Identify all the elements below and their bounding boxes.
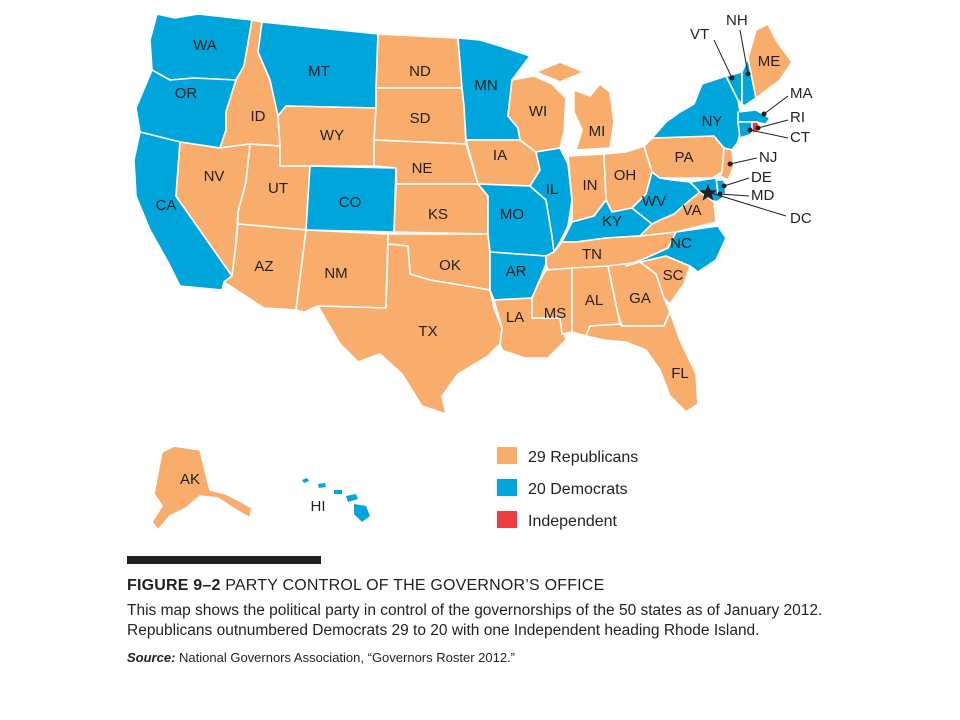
label-mo: MO <box>500 206 524 223</box>
label-tn: TN <box>582 246 602 263</box>
state-hi <box>302 478 370 522</box>
label-ms: MS <box>544 305 567 322</box>
state-nh <box>741 57 757 107</box>
label-ca: CA <box>156 197 177 214</box>
label-sc: SC <box>663 267 684 284</box>
legend-swatch-republican <box>497 447 517 464</box>
label-ak: AK <box>180 471 200 488</box>
label-nj: NJ <box>759 149 777 166</box>
label-oh: OH <box>614 167 637 184</box>
label-ny: NY <box>702 113 723 130</box>
us-governors-map: WA OR CA ID NV UT AZ MT WY CO NM ND SD N… <box>133 12 813 531</box>
label-id: ID <box>251 108 266 125</box>
label-ga: GA <box>629 290 651 307</box>
label-il: IL <box>546 181 559 198</box>
legend-label-republican: 29 Republicans <box>528 449 638 466</box>
label-ne: NE <box>412 160 433 177</box>
label-nh: NH <box>726 12 748 29</box>
label-nd: ND <box>409 63 431 80</box>
label-wa: WA <box>193 37 217 54</box>
label-wy: WY <box>320 127 344 144</box>
label-nm: NM <box>324 265 347 282</box>
label-vt: VT <box>690 26 709 43</box>
label-hi: HI <box>311 498 326 515</box>
label-ar: AR <box>506 263 527 280</box>
label-tx: TX <box>418 323 437 340</box>
legend-swatch-democrat <box>497 479 517 496</box>
label-co: CO <box>339 194 362 211</box>
source-label: Source: <box>127 650 176 665</box>
label-ma: MA <box>790 85 813 102</box>
figure-number: FIGURE 9–2 <box>127 577 226 594</box>
label-mi: MI <box>589 123 606 140</box>
label-in: IN <box>583 177 598 194</box>
label-md: MD <box>751 187 774 204</box>
figure-caption: FIGURE 9–2 PARTY CONTROL OF THE GOVERNOR… <box>127 556 887 665</box>
label-ut: UT <box>268 180 288 197</box>
caption-rule <box>127 556 321 564</box>
label-ky: KY <box>602 213 622 230</box>
label-pa: PA <box>675 149 694 166</box>
state-tx <box>317 243 503 415</box>
state-ak <box>151 445 253 531</box>
figure-title: FIGURE 9–2 PARTY CONTROL OF THE GOVERNOR… <box>127 577 887 595</box>
label-az: AZ <box>254 258 273 275</box>
label-wv: WV <box>642 193 666 210</box>
label-ia: IA <box>493 147 507 164</box>
figure-title-text: PARTY CONTROL OF THE GOVERNOR’S OFFICE <box>225 577 605 594</box>
label-ks: KS <box>428 206 448 223</box>
label-ri: RI <box>790 109 805 126</box>
state-fl <box>585 311 699 413</box>
label-mn: MN <box>474 77 497 94</box>
legend-label-independent: Independent <box>528 513 618 530</box>
legend: 29 Republicans 20 Democrats Independent <box>497 447 638 530</box>
label-ct: CT <box>790 129 810 146</box>
label-nv: NV <box>204 168 225 185</box>
capital-star-icon <box>699 184 717 201</box>
label-wi: WI <box>529 103 547 120</box>
legend-swatch-independent <box>497 511 517 528</box>
label-me: ME <box>758 53 781 70</box>
label-al: AL <box>585 292 603 309</box>
label-or: OR <box>175 85 198 102</box>
label-nc: NC <box>670 235 692 252</box>
state-nc <box>625 225 727 273</box>
label-fl: FL <box>671 365 689 382</box>
label-mt: MT <box>308 63 330 80</box>
figure-source: Source: National Governors Association, … <box>127 650 887 665</box>
label-la: LA <box>506 309 524 326</box>
state-me <box>747 23 793 99</box>
label-sd: SD <box>410 110 431 127</box>
source-text: National Governors Association, “Governo… <box>175 650 516 665</box>
state-nj <box>719 147 735 181</box>
state-mi <box>535 61 615 151</box>
label-de: DE <box>751 169 772 186</box>
label-dc: DC <box>790 210 812 227</box>
label-va: VA <box>683 202 702 219</box>
legend-label-democrat: 20 Democrats <box>528 481 628 498</box>
figure-description: This map shows the political party in co… <box>127 602 823 639</box>
label-ok: OK <box>439 257 461 274</box>
